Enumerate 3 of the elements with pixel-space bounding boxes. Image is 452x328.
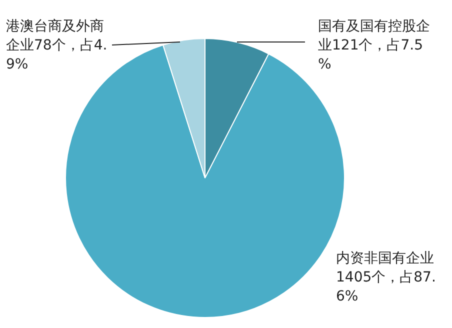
slice-label: 港澳台商及外商企业78个，占4.9% xyxy=(6,18,108,73)
slice-label: 国有及国有控股企业121个，占7.5% xyxy=(318,18,430,73)
slice-label: 内资非国有企业1405个，占87.6% xyxy=(336,250,436,305)
